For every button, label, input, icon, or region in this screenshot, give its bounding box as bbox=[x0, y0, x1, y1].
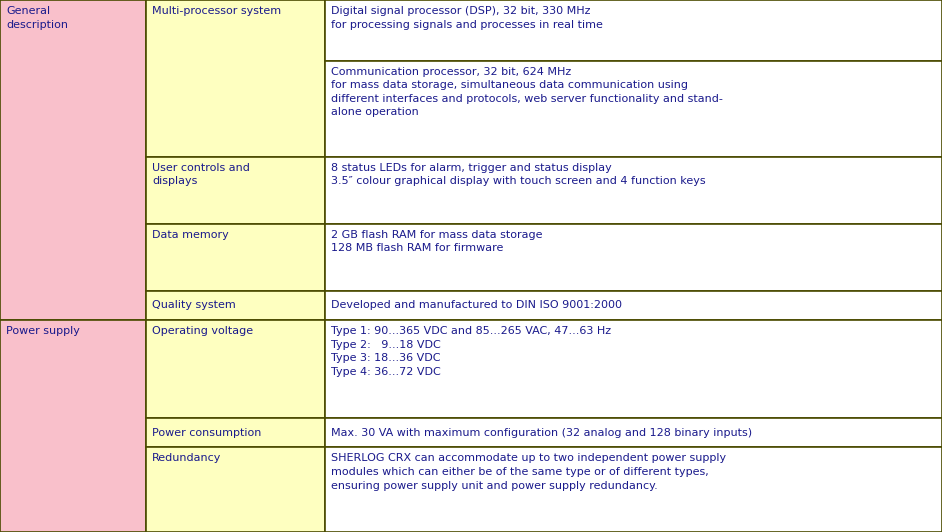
Bar bbox=[0, 320, 146, 532]
Text: Redundancy: Redundancy bbox=[152, 453, 221, 463]
Bar bbox=[146, 223, 325, 290]
Bar bbox=[146, 447, 325, 532]
Bar bbox=[325, 0, 942, 61]
Text: Power consumption: Power consumption bbox=[152, 428, 261, 438]
Bar bbox=[325, 290, 942, 320]
Text: Type 1: 90...365 VDC and 85...265 VAC, 47...63 Hz
Type 2:   9...18 VDC
Type 3: 1: Type 1: 90...365 VDC and 85...265 VAC, 4… bbox=[331, 326, 611, 377]
Text: 8 status LEDs for alarm, trigger and status display
3.5″ colour graphical displa: 8 status LEDs for alarm, trigger and sta… bbox=[331, 163, 706, 186]
Text: Digital signal processor (DSP), 32 bit, 330 MHz
for processing signals and proce: Digital signal processor (DSP), 32 bit, … bbox=[331, 6, 603, 30]
Text: Developed and manufactured to DIN ISO 9001:2000: Developed and manufactured to DIN ISO 90… bbox=[331, 300, 622, 310]
Text: User controls and
displays: User controls and displays bbox=[152, 163, 250, 186]
Bar bbox=[146, 0, 325, 157]
Text: Quality system: Quality system bbox=[152, 300, 236, 310]
Text: Multi-processor system: Multi-processor system bbox=[152, 6, 281, 16]
Bar bbox=[146, 320, 325, 418]
Bar bbox=[146, 157, 325, 223]
Bar bbox=[146, 290, 325, 320]
Bar bbox=[325, 61, 942, 157]
Text: Communication processor, 32 bit, 624 MHz
for mass data storage, simultaneous dat: Communication processor, 32 bit, 624 MHz… bbox=[331, 66, 723, 118]
Bar bbox=[325, 447, 942, 532]
Text: Operating voltage: Operating voltage bbox=[152, 326, 253, 336]
Bar bbox=[325, 157, 942, 223]
Text: Power supply: Power supply bbox=[6, 326, 80, 336]
Text: General
description: General description bbox=[6, 6, 68, 30]
Bar bbox=[146, 418, 325, 447]
Text: SHERLOG CRX can accommodate up to two independent power supply
modules which can: SHERLOG CRX can accommodate up to two in… bbox=[331, 453, 726, 491]
Bar bbox=[325, 418, 942, 447]
Text: Data memory: Data memory bbox=[152, 230, 229, 240]
Bar bbox=[0, 0, 146, 320]
Bar bbox=[325, 223, 942, 290]
Text: Max. 30 VA with maximum configuration (32 analog and 128 binary inputs): Max. 30 VA with maximum configuration (3… bbox=[331, 428, 752, 438]
Text: 2 GB flash RAM for mass data storage
128 MB flash RAM for firmware: 2 GB flash RAM for mass data storage 128… bbox=[331, 230, 543, 253]
Bar bbox=[325, 320, 942, 418]
